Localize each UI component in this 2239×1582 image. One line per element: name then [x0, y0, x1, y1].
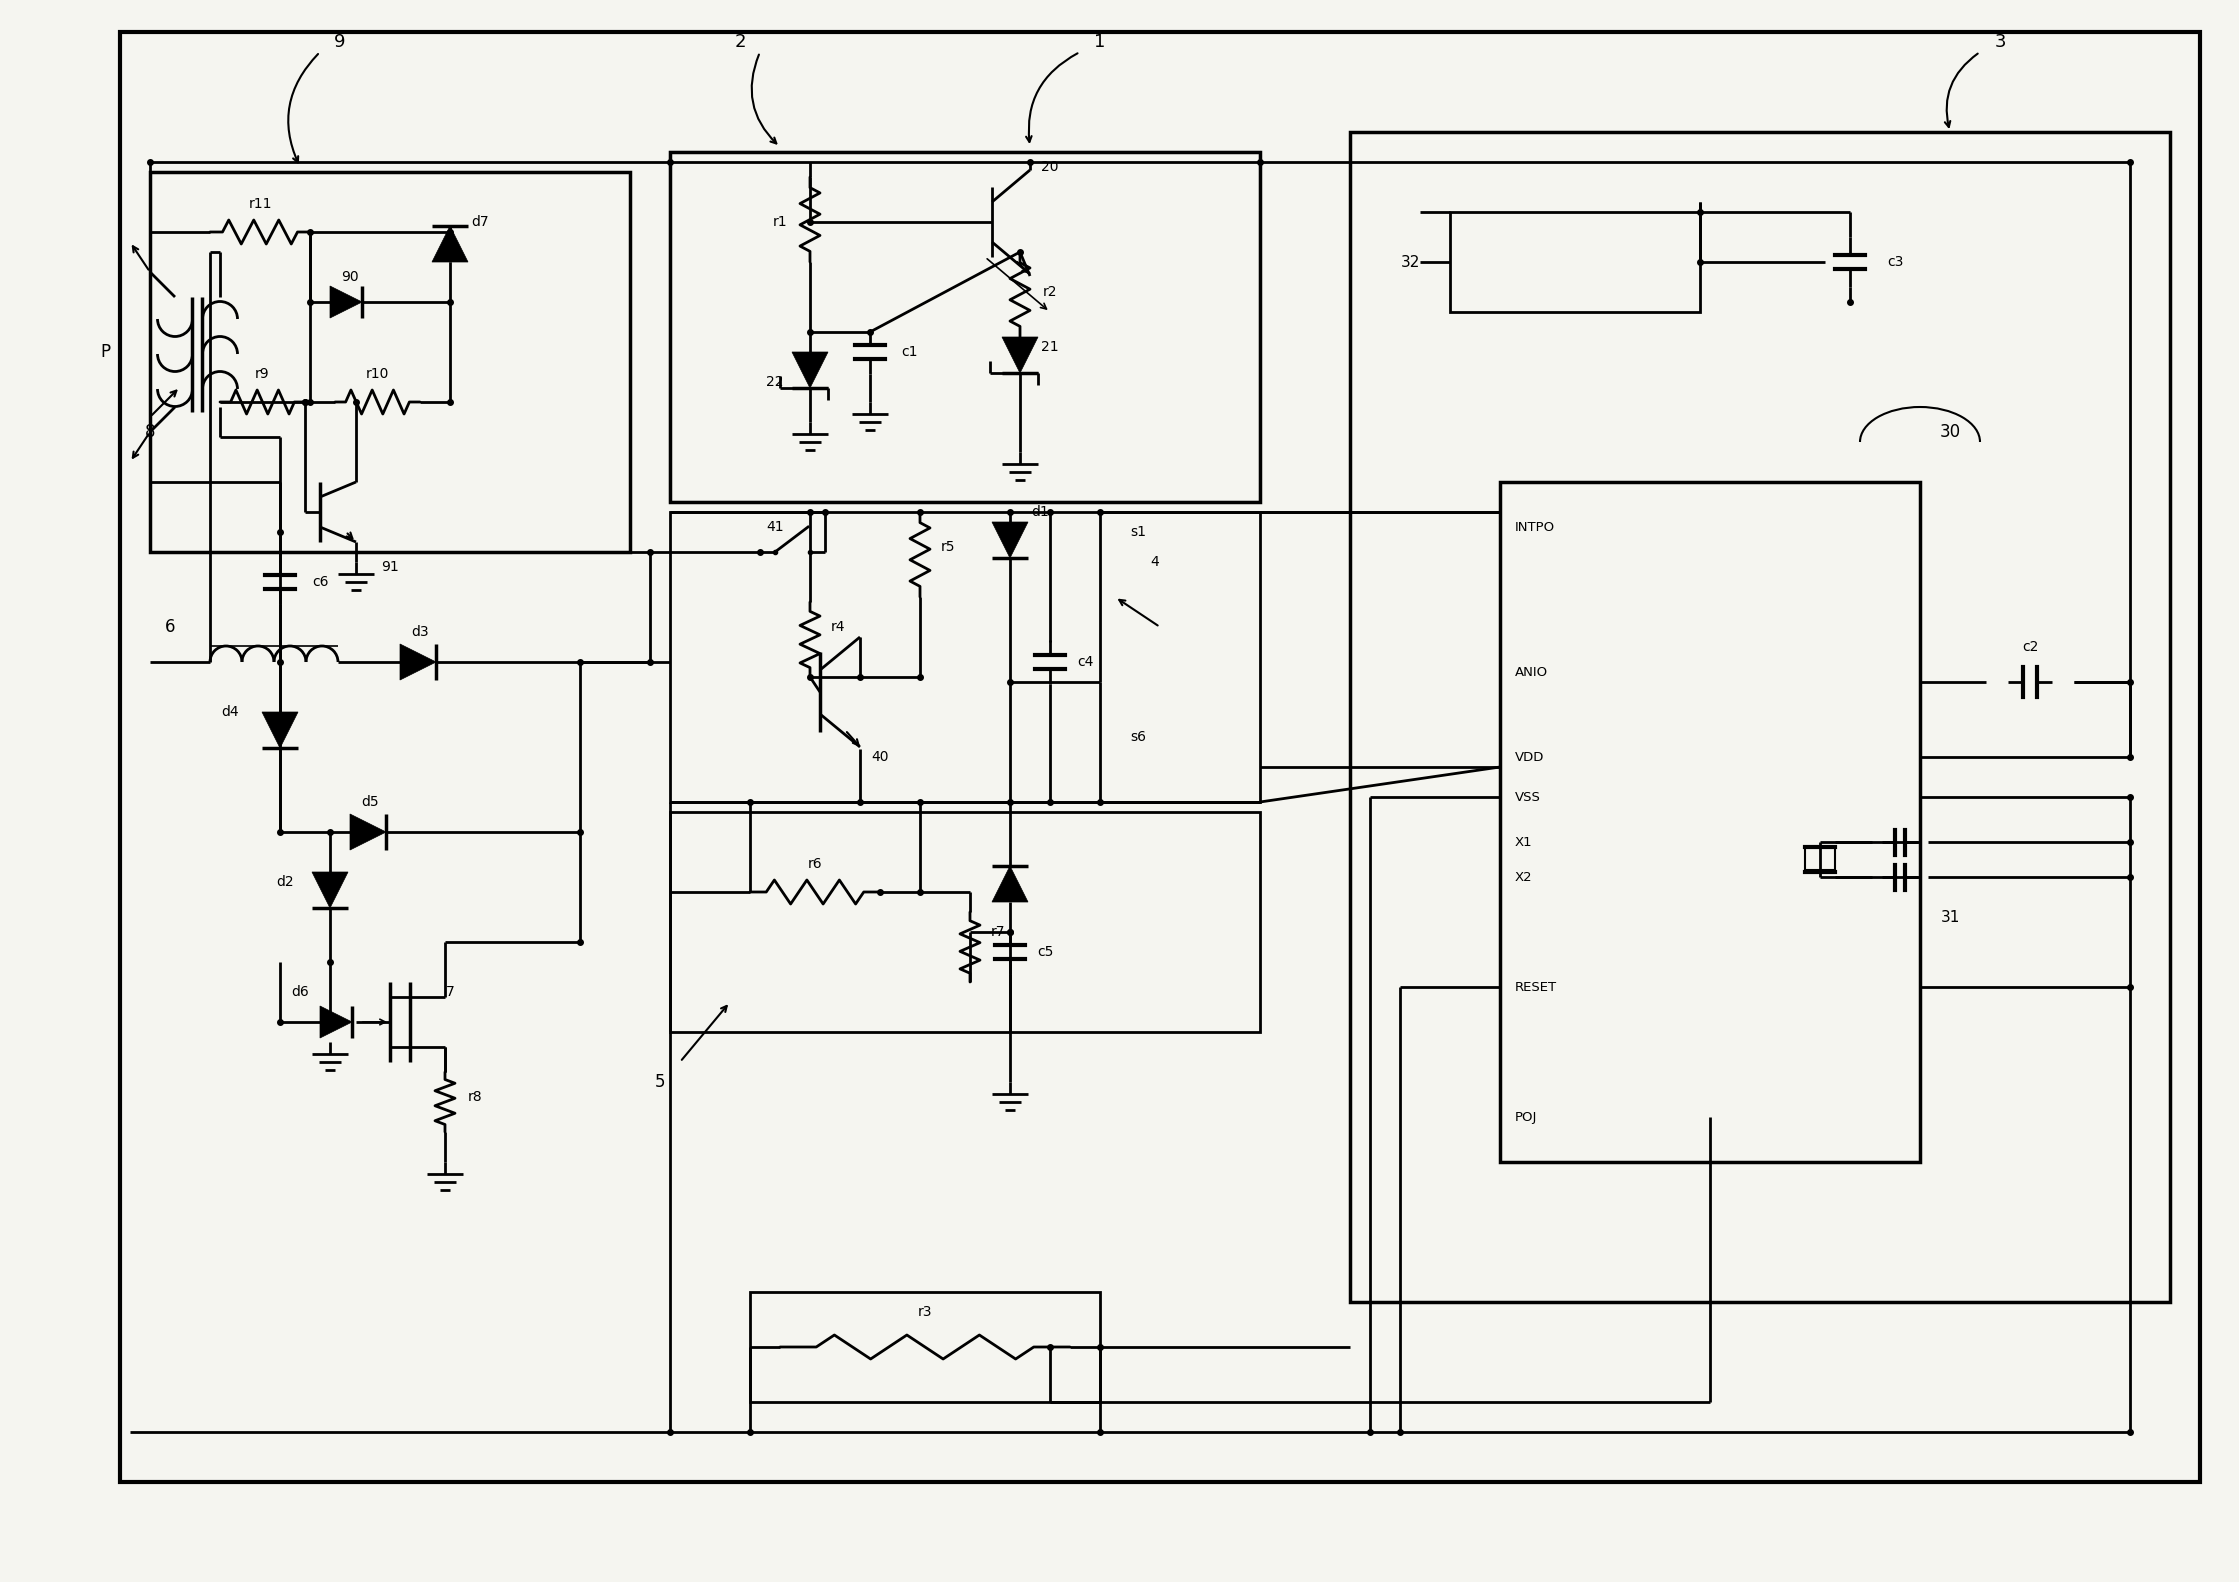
Text: P: P — [101, 343, 110, 361]
Text: 8: 8 — [146, 422, 154, 441]
Text: c1: c1 — [902, 345, 918, 359]
Text: r5: r5 — [940, 539, 956, 554]
Text: c2: c2 — [2022, 641, 2037, 653]
Text: r2: r2 — [1043, 285, 1057, 299]
Text: RESET: RESET — [1516, 981, 1556, 993]
Text: POJ: POJ — [1516, 1111, 1538, 1123]
Bar — [669, 513, 1261, 802]
Bar — [1350, 131, 2170, 1302]
Polygon shape — [1003, 337, 1039, 373]
Text: 32: 32 — [1402, 255, 1420, 269]
Text: s1: s1 — [1131, 525, 1146, 539]
Polygon shape — [992, 522, 1028, 558]
Text: 21: 21 — [1041, 340, 1059, 354]
Text: X1: X1 — [1516, 835, 1534, 848]
Text: r3: r3 — [918, 1305, 931, 1319]
Text: X2: X2 — [1516, 870, 1534, 883]
Text: d4: d4 — [222, 706, 240, 718]
Bar — [669, 152, 1261, 501]
Text: ANIO: ANIO — [1516, 666, 1547, 679]
Text: c3: c3 — [1887, 255, 1903, 269]
Bar — [150, 172, 629, 552]
Polygon shape — [262, 712, 298, 748]
Text: d3: d3 — [412, 625, 430, 639]
Text: c6: c6 — [311, 574, 329, 589]
Bar — [1805, 846, 1836, 870]
Bar — [750, 1292, 1099, 1402]
Text: 5: 5 — [654, 1073, 665, 1092]
Text: d1: d1 — [1032, 505, 1048, 519]
Text: VDD: VDD — [1516, 750, 1545, 764]
Text: d2: d2 — [275, 875, 293, 889]
Text: c5: c5 — [1037, 944, 1052, 959]
Bar — [669, 812, 1261, 1031]
Polygon shape — [320, 1006, 352, 1038]
Text: r1: r1 — [772, 215, 788, 229]
Text: 9: 9 — [334, 33, 345, 51]
Polygon shape — [793, 353, 828, 388]
Text: 91: 91 — [381, 560, 399, 574]
Text: r10: r10 — [365, 367, 390, 381]
Text: r4: r4 — [831, 620, 846, 634]
Text: 22: 22 — [766, 375, 784, 389]
Text: 31: 31 — [1941, 910, 1959, 924]
Bar — [669, 152, 1261, 501]
Text: r9: r9 — [255, 367, 269, 381]
Text: r11: r11 — [249, 198, 271, 210]
Polygon shape — [329, 286, 363, 318]
Text: d7: d7 — [470, 215, 488, 229]
Polygon shape — [311, 872, 347, 908]
Text: VSS: VSS — [1516, 791, 1540, 804]
Text: 7: 7 — [446, 986, 455, 998]
Bar — [1451, 212, 1699, 312]
Polygon shape — [432, 226, 468, 263]
Text: 41: 41 — [766, 520, 784, 535]
Text: 90: 90 — [340, 271, 358, 285]
Text: 2: 2 — [734, 33, 746, 51]
Text: r8: r8 — [468, 1090, 481, 1104]
Bar — [1500, 483, 1921, 1163]
Text: 3: 3 — [1995, 33, 2006, 51]
Polygon shape — [992, 865, 1028, 902]
Text: INTPO: INTPO — [1516, 520, 1556, 533]
Text: 4: 4 — [1151, 555, 1160, 570]
Text: r6: r6 — [808, 857, 822, 872]
Text: r7: r7 — [990, 925, 1005, 940]
Polygon shape — [401, 644, 437, 680]
Text: 6: 6 — [166, 619, 175, 636]
Text: 1: 1 — [1095, 33, 1106, 51]
Text: 40: 40 — [871, 750, 889, 764]
Text: d5: d5 — [360, 796, 378, 808]
Text: d6: d6 — [291, 986, 309, 998]
Text: s6: s6 — [1131, 729, 1146, 744]
Text: 20: 20 — [1041, 160, 1059, 174]
Text: 30: 30 — [1939, 422, 1961, 441]
Text: c4: c4 — [1077, 655, 1093, 669]
Polygon shape — [349, 815, 385, 850]
